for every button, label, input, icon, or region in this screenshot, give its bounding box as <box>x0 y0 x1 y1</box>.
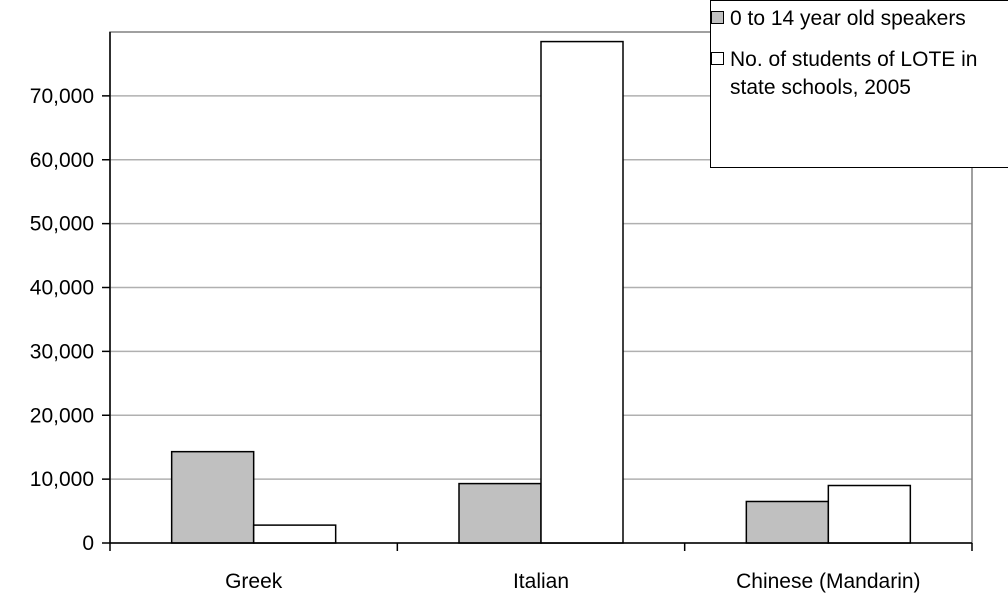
bar-students <box>827 484 912 544</box>
legend-label-students: No. of students of LOTE in state schools… <box>730 48 978 99</box>
x-axis-tick-labels: Greek Italian Chinese (Mandarin) <box>225 570 920 593</box>
x-tick-label: Chinese (Mandarin) <box>736 570 920 593</box>
legend-label-speakers: 0 to 14 year old speakers <box>730 7 966 30</box>
y-tick-label: 40,000 <box>30 277 94 300</box>
legend-item-speakers: 0 to 14 year old speakers <box>711 5 1008 33</box>
bar-speakers <box>745 500 830 544</box>
y-tick-label: 10,000 <box>30 468 94 491</box>
legend-item-students: No. of students of LOTE in state schools… <box>711 46 1008 102</box>
x-tick-label: Greek <box>225 570 283 593</box>
bar-speakers <box>170 450 255 544</box>
legend-swatch-speakers <box>711 11 724 24</box>
y-tick-label: 30,000 <box>30 340 94 363</box>
y-axis-tick-labels: 0 10,000 20,000 30,000 40,000 50,000 60,000 70,… <box>30 85 94 555</box>
y-tick-label: 60,000 <box>30 149 94 172</box>
legend-swatch-students <box>711 52 724 65</box>
bar-speakers <box>458 482 542 544</box>
legend: 0 to 14 year old speakers No. of student… <box>710 0 1008 168</box>
bar-students <box>252 524 337 544</box>
y-tick-label: 0 <box>82 532 94 555</box>
y-tick-label: 70,000 <box>30 85 94 108</box>
x-tick-label: Italian <box>513 570 569 593</box>
y-tick-label: 50,000 <box>30 213 94 236</box>
axes <box>102 32 973 551</box>
y-tick-label: 20,000 <box>30 404 94 427</box>
bar-students <box>540 40 624 544</box>
